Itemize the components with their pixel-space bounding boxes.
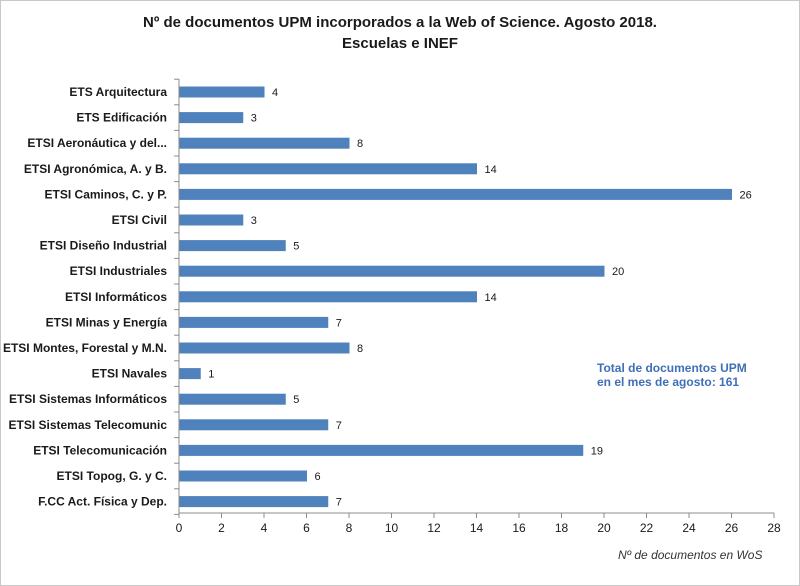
x-tick-label: 22 [640, 521, 654, 535]
category-label: ETSI Civil [112, 213, 167, 227]
category-label: ETS Arquitectura [69, 85, 167, 99]
value-label: 26 [740, 189, 752, 201]
value-label: 3 [251, 215, 257, 227]
x-tick-label: 12 [427, 521, 441, 535]
x-tick-label: 26 [725, 521, 739, 535]
category-label: ETSI Aeronáutica y del... [27, 136, 167, 150]
x-axis-label: Nº de documentos en WoS [618, 548, 763, 562]
category-label: ETSI Sistemas Telecomunic [8, 418, 167, 432]
chart-title-line-1: Nº de documentos UPM incorporados a la W… [143, 14, 657, 31]
value-label: 5 [293, 241, 299, 253]
category-label: ETSI Caminos, C. y P. [45, 187, 167, 201]
x-tick-label: 8 [346, 521, 353, 535]
bar [179, 316, 329, 328]
value-label: 19 [591, 445, 603, 457]
category-label: ETS Edificación [76, 111, 167, 125]
x-tick-label: 24 [682, 521, 696, 535]
x-tick-label: 18 [555, 521, 569, 535]
bar [179, 188, 732, 200]
category-label: ETSI Navales [92, 367, 168, 381]
bar [179, 112, 244, 124]
value-label: 4 [272, 87, 278, 99]
bar [179, 86, 265, 98]
value-label: 6 [315, 471, 321, 483]
bar [179, 368, 201, 380]
value-label: 7 [336, 420, 342, 432]
x-tick-label: 0 [176, 521, 183, 535]
x-tick-label: 10 [385, 521, 399, 535]
category-label: ETSI Minas y Energía [46, 315, 168, 329]
value-label: 7 [336, 317, 342, 329]
value-label: 7 [336, 497, 342, 509]
value-label: 14 [485, 292, 497, 304]
bar [179, 214, 244, 226]
x-tick-label: 6 [303, 521, 310, 535]
value-label: 14 [485, 164, 497, 176]
chart-title-line-2: Escuelas e INEF [342, 35, 458, 52]
x-tick-label: 2 [218, 521, 225, 535]
total-annotation: Total de documentos UPM en el mes de ago… [597, 361, 747, 389]
bar [179, 163, 477, 175]
x-tick-label: 14 [470, 521, 484, 535]
bar [179, 291, 477, 303]
bar [179, 496, 329, 508]
category-label: ETSI Informáticos [65, 290, 167, 304]
value-label: 3 [251, 113, 257, 125]
chart-title: Nº de documentos UPM incorporados a la W… [0, 12, 800, 54]
bar [179, 393, 286, 405]
x-tick-label: 28 [767, 521, 781, 535]
x-tick-label: 16 [512, 521, 526, 535]
bar [179, 265, 605, 277]
bar [179, 444, 584, 456]
category-label: ETSI Industriales [70, 264, 168, 278]
category-label: ETSI Telecomunicación [33, 443, 167, 457]
value-label: 1 [208, 369, 214, 381]
value-label: 8 [357, 343, 363, 355]
category-label: ETSI Topog, G. y C. [57, 469, 167, 483]
category-label: ETSI Montes, Forestal y M.N. [3, 341, 167, 355]
x-tick-label: 4 [261, 521, 268, 535]
total-annotation-line-1: Total de documentos UPM [597, 361, 747, 375]
value-label: 20 [612, 266, 624, 278]
bar [179, 470, 307, 482]
value-label: 8 [357, 138, 363, 150]
category-label: ETSI Agronómica, A. y B. [24, 162, 167, 176]
value-label: 5 [293, 394, 299, 406]
bar [179, 240, 286, 252]
category-label: F.CC Act. Física y Dep. [38, 495, 167, 509]
bar [179, 137, 350, 149]
bar [179, 342, 350, 354]
x-tick-label: 20 [597, 521, 611, 535]
bar [179, 419, 329, 431]
category-label: ETSI Diseño Industrial [40, 239, 167, 253]
total-annotation-line-2: en el mes de agosto: 161 [597, 375, 740, 389]
category-label: ETSI Sistemas Informáticos [9, 392, 167, 406]
